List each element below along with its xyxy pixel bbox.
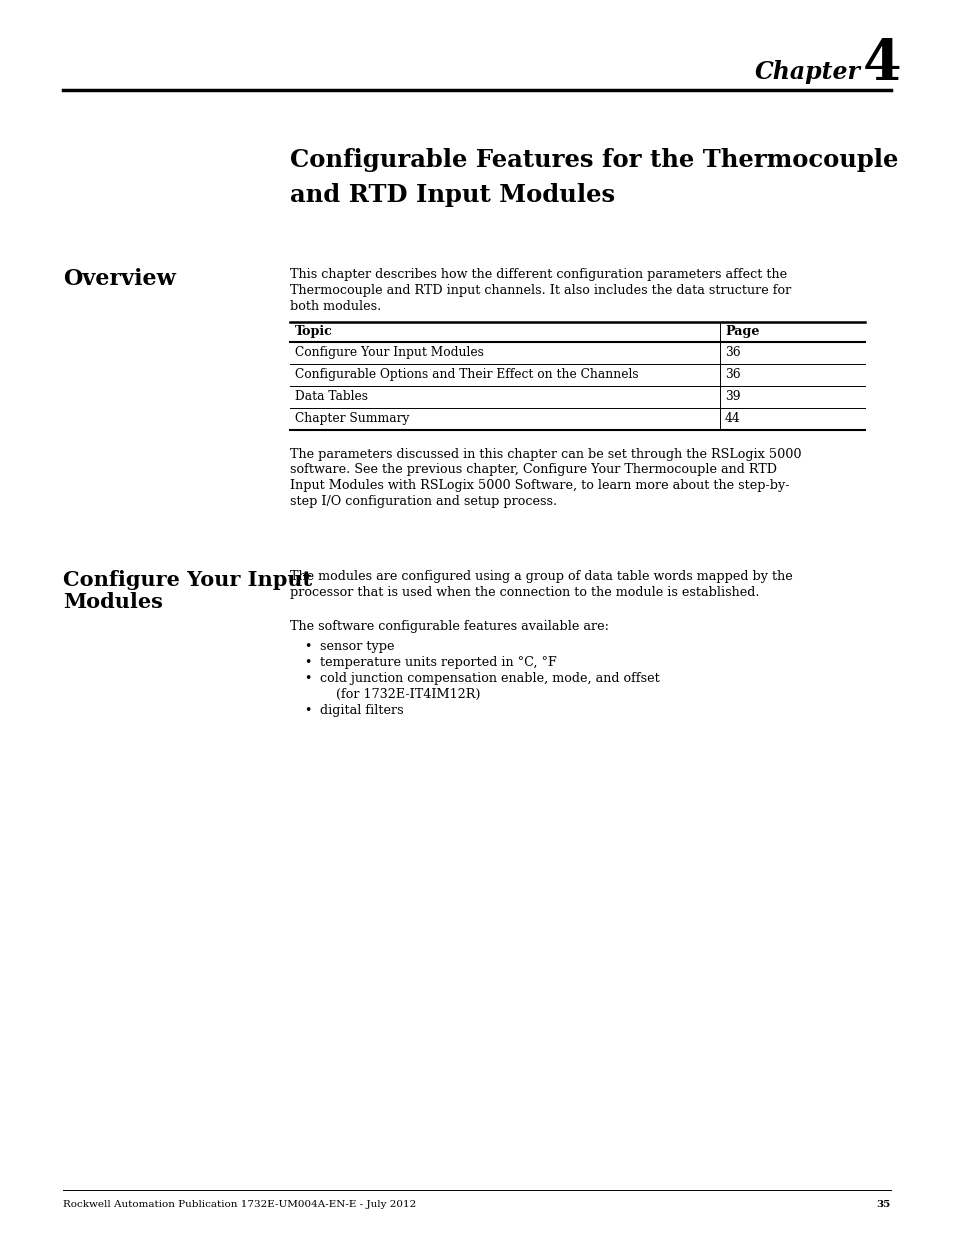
Text: temperature units reported in °C, °F: temperature units reported in °C, °F <box>319 656 557 669</box>
Text: (for 1732E-IT4IM12R): (for 1732E-IT4IM12R) <box>319 688 480 701</box>
Text: The software configurable features available are:: The software configurable features avail… <box>290 620 608 634</box>
Text: step I/O configuration and setup process.: step I/O configuration and setup process… <box>290 494 557 508</box>
Text: Thermocouple and RTD input channels. It also includes the data structure for: Thermocouple and RTD input channels. It … <box>290 284 790 296</box>
Text: 36: 36 <box>724 368 740 382</box>
Text: 44: 44 <box>724 412 740 425</box>
Text: and RTD Input Modules: and RTD Input Modules <box>290 183 615 207</box>
Text: both modules.: both modules. <box>290 300 381 312</box>
Text: Configurable Features for the Thermocouple: Configurable Features for the Thermocoup… <box>290 148 898 172</box>
Text: cold junction compensation enable, mode, and offset: cold junction compensation enable, mode,… <box>319 672 659 685</box>
Text: Page: Page <box>724 325 759 338</box>
Text: This chapter describes how the different configuration parameters affect the: This chapter describes how the different… <box>290 268 786 282</box>
Text: 36: 36 <box>724 346 740 359</box>
Text: Overview: Overview <box>63 268 175 290</box>
Text: sensor type: sensor type <box>319 640 395 653</box>
Text: Chapter: Chapter <box>754 61 861 84</box>
Text: •: • <box>304 704 311 718</box>
Text: 39: 39 <box>724 390 740 403</box>
Text: •: • <box>304 656 311 669</box>
Text: 4: 4 <box>862 37 901 93</box>
Text: •: • <box>304 672 311 685</box>
Text: Topic: Topic <box>294 325 333 338</box>
Text: Configure Your Input Modules: Configure Your Input Modules <box>294 346 483 359</box>
Text: The modules are configured using a group of data table words mapped by the: The modules are configured using a group… <box>290 571 792 583</box>
Text: 35: 35 <box>876 1200 890 1209</box>
Text: digital filters: digital filters <box>319 704 403 718</box>
Text: •: • <box>304 640 311 653</box>
Text: Configure Your Input: Configure Your Input <box>63 571 312 590</box>
Text: Configurable Options and Their Effect on the Channels: Configurable Options and Their Effect on… <box>294 368 638 382</box>
Text: Input Modules with RSLogix 5000 Software, to learn more about the step-by-: Input Modules with RSLogix 5000 Software… <box>290 479 789 492</box>
Text: Chapter Summary: Chapter Summary <box>294 412 409 425</box>
Text: software. See the previous chapter, Configure Your Thermocouple and RTD: software. See the previous chapter, Conf… <box>290 463 776 477</box>
Text: Rockwell Automation Publication 1732E-UM004A-EN-E - July 2012: Rockwell Automation Publication 1732E-UM… <box>63 1200 416 1209</box>
Text: processor that is used when the connection to the module is established.: processor that is used when the connecti… <box>290 585 759 599</box>
Text: Data Tables: Data Tables <box>294 390 368 403</box>
Text: Modules: Modules <box>63 592 163 613</box>
Text: The parameters discussed in this chapter can be set through the RSLogix 5000: The parameters discussed in this chapter… <box>290 448 801 461</box>
